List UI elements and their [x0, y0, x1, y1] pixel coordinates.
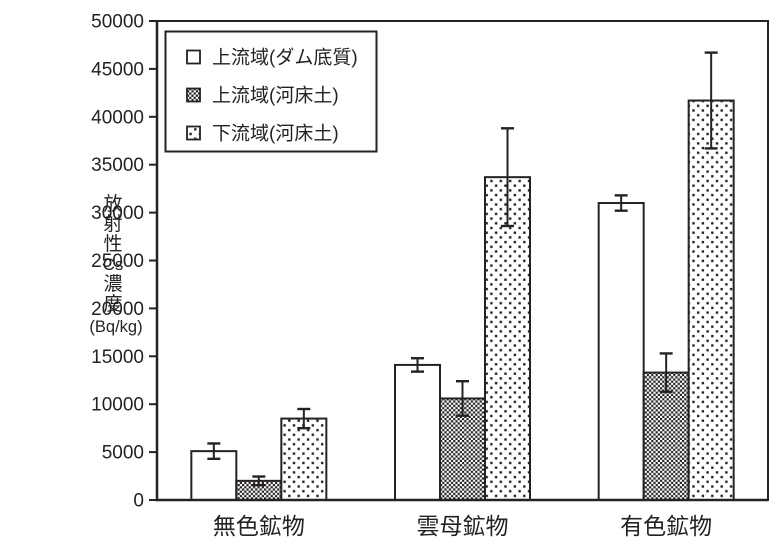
y-axis-title-seg-4: Cs — [103, 255, 124, 274]
legend-label-3: 下流域(河床土) — [212, 123, 339, 145]
y-tick-label-20000: 20000 — [91, 299, 144, 320]
bar-series1-有色鉱物 — [597, 202, 645, 502]
legend-swatch-open-square-icon — [186, 49, 201, 65]
y-axis-title-seg-3: 性 — [103, 233, 122, 255]
legend-swatch-dots-square-icon — [186, 125, 201, 141]
bar-series1-雲母鉱物 — [394, 363, 441, 501]
y-axis-title-seg-1: 放 — [103, 193, 122, 215]
y-tick-label-5000: 5000 — [102, 443, 144, 464]
legend-label-2: 上流域(河床土) — [212, 85, 339, 107]
y-tick-label-10000: 10000 — [91, 395, 144, 416]
y-tick-label-45000: 45000 — [91, 59, 144, 80]
y-tick-label-0: 0 — [133, 491, 144, 512]
y-tick-label-35000: 35000 — [91, 155, 144, 176]
y-tick-label-15000: 15000 — [91, 347, 144, 368]
x-category-label-2: 雲母鉱物 — [417, 513, 509, 539]
y-axis-unit: (Bq/kg) — [89, 318, 142, 336]
bar-series3-無色鉱物 — [280, 417, 328, 502]
x-category-label-1: 無色鉱物 — [213, 513, 305, 539]
y-tick-label-30000: 30000 — [91, 203, 144, 224]
legend-label-1: 上流域(ダム底質) — [212, 47, 358, 69]
legend-swatch-checker-square-icon — [186, 87, 201, 103]
y-tick-label-25000: 25000 — [91, 251, 144, 272]
y-tick-label-40000: 40000 — [91, 107, 144, 128]
y-axis-title-seg-6: 度 — [103, 293, 122, 315]
x-category-label-3: 有色鉱物 — [620, 513, 712, 539]
y-axis-title-seg-5: 濃 — [103, 273, 122, 295]
y-axis-title-seg-2: 射 — [103, 213, 122, 235]
bar-series3-有色鉱物 — [687, 99, 735, 501]
y-tick-label-50000: 50000 — [91, 12, 144, 33]
